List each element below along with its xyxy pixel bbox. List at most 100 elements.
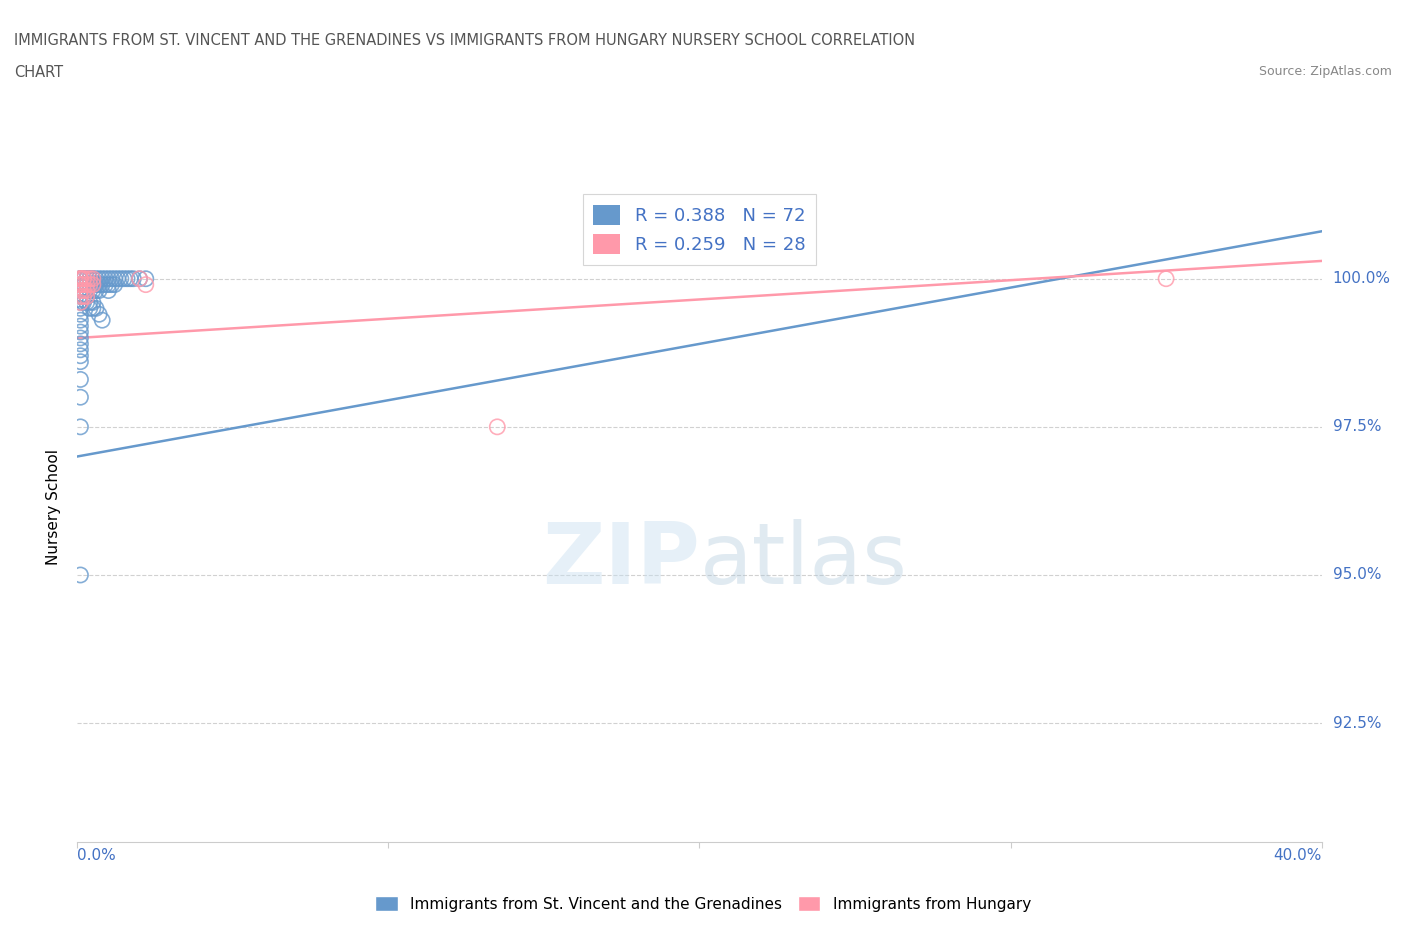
Text: ZIP: ZIP bbox=[541, 519, 700, 602]
Point bbox=[69, 272, 91, 286]
Point bbox=[97, 272, 120, 286]
Text: Source: ZipAtlas.com: Source: ZipAtlas.com bbox=[1258, 65, 1392, 78]
Point bbox=[69, 272, 91, 286]
Point bbox=[94, 272, 117, 286]
Point bbox=[69, 272, 91, 286]
Legend: R = 0.388   N = 72, R = 0.259   N = 28: R = 0.388 N = 72, R = 0.259 N = 28 bbox=[582, 194, 817, 265]
Point bbox=[69, 419, 91, 434]
Point bbox=[72, 289, 94, 304]
Point bbox=[69, 319, 91, 334]
Point bbox=[79, 301, 101, 316]
Point bbox=[128, 272, 150, 286]
Point bbox=[69, 277, 91, 292]
Point bbox=[79, 295, 101, 310]
Point bbox=[82, 301, 104, 316]
Point bbox=[82, 272, 104, 286]
Point bbox=[69, 277, 91, 292]
Point bbox=[69, 272, 91, 286]
Point bbox=[76, 272, 98, 286]
Text: 0.0%: 0.0% bbox=[77, 848, 117, 863]
Point bbox=[76, 289, 98, 304]
Point bbox=[128, 272, 150, 286]
Point bbox=[72, 277, 94, 292]
Point bbox=[87, 277, 110, 292]
Point bbox=[76, 283, 98, 298]
Point bbox=[79, 283, 101, 298]
Point bbox=[69, 337, 91, 352]
Point bbox=[79, 277, 101, 292]
Point bbox=[69, 342, 91, 357]
Point bbox=[69, 325, 91, 339]
Point bbox=[69, 312, 91, 327]
Point bbox=[100, 277, 122, 292]
Point bbox=[122, 272, 145, 286]
Text: IMMIGRANTS FROM ST. VINCENT AND THE GRENADINES VS IMMIGRANTS FROM HUNGARY NURSER: IMMIGRANTS FROM ST. VINCENT AND THE GREN… bbox=[14, 33, 915, 47]
Point bbox=[120, 272, 142, 286]
Point bbox=[69, 289, 91, 304]
Point bbox=[69, 272, 91, 286]
Text: atlas: atlas bbox=[700, 519, 907, 602]
Point bbox=[72, 289, 94, 304]
Point bbox=[69, 567, 91, 582]
Point bbox=[76, 277, 98, 292]
Point bbox=[76, 283, 98, 298]
Point bbox=[79, 272, 101, 286]
Point bbox=[69, 301, 91, 316]
Point bbox=[1154, 272, 1177, 286]
Point bbox=[76, 277, 98, 292]
Point bbox=[135, 272, 157, 286]
Point bbox=[69, 295, 91, 310]
Point bbox=[69, 330, 91, 345]
Point bbox=[79, 272, 101, 286]
Point bbox=[104, 277, 127, 292]
Point bbox=[82, 272, 104, 286]
Point bbox=[82, 277, 104, 292]
Point bbox=[69, 283, 91, 298]
Text: 95.0%: 95.0% bbox=[1333, 567, 1381, 582]
Point bbox=[486, 419, 509, 434]
Point bbox=[84, 272, 107, 286]
Point bbox=[82, 283, 104, 298]
Text: 92.5%: 92.5% bbox=[1333, 716, 1381, 731]
Point bbox=[110, 272, 132, 286]
Point bbox=[91, 312, 114, 327]
Point bbox=[91, 277, 114, 292]
Point bbox=[87, 283, 110, 298]
Point bbox=[115, 272, 138, 286]
Point bbox=[69, 372, 91, 387]
Point bbox=[72, 277, 94, 292]
Point bbox=[104, 272, 127, 286]
Point bbox=[87, 272, 110, 286]
Text: CHART: CHART bbox=[14, 65, 63, 80]
Point bbox=[112, 272, 135, 286]
Point bbox=[69, 289, 91, 304]
Point bbox=[76, 277, 98, 292]
Point bbox=[72, 295, 94, 310]
Point bbox=[94, 277, 117, 292]
Point bbox=[87, 307, 110, 322]
Point bbox=[72, 272, 94, 286]
Point bbox=[79, 277, 101, 292]
Point bbox=[97, 277, 120, 292]
Point bbox=[69, 272, 91, 286]
Y-axis label: Nursery School: Nursery School bbox=[45, 449, 60, 565]
Point bbox=[84, 277, 107, 292]
Point bbox=[97, 283, 120, 298]
Point bbox=[69, 354, 91, 369]
Point bbox=[69, 295, 91, 310]
Point bbox=[76, 289, 98, 304]
Point bbox=[72, 272, 94, 286]
Text: 40.0%: 40.0% bbox=[1274, 848, 1322, 863]
Point bbox=[84, 283, 107, 298]
Point bbox=[135, 277, 157, 292]
Text: 100.0%: 100.0% bbox=[1333, 272, 1391, 286]
Point bbox=[82, 277, 104, 292]
Point bbox=[69, 307, 91, 322]
Text: 97.5%: 97.5% bbox=[1333, 419, 1381, 434]
Point bbox=[76, 295, 98, 310]
Point bbox=[82, 272, 104, 286]
Point bbox=[91, 272, 114, 286]
Point bbox=[79, 272, 101, 286]
Point bbox=[72, 277, 94, 292]
Point bbox=[100, 272, 122, 286]
